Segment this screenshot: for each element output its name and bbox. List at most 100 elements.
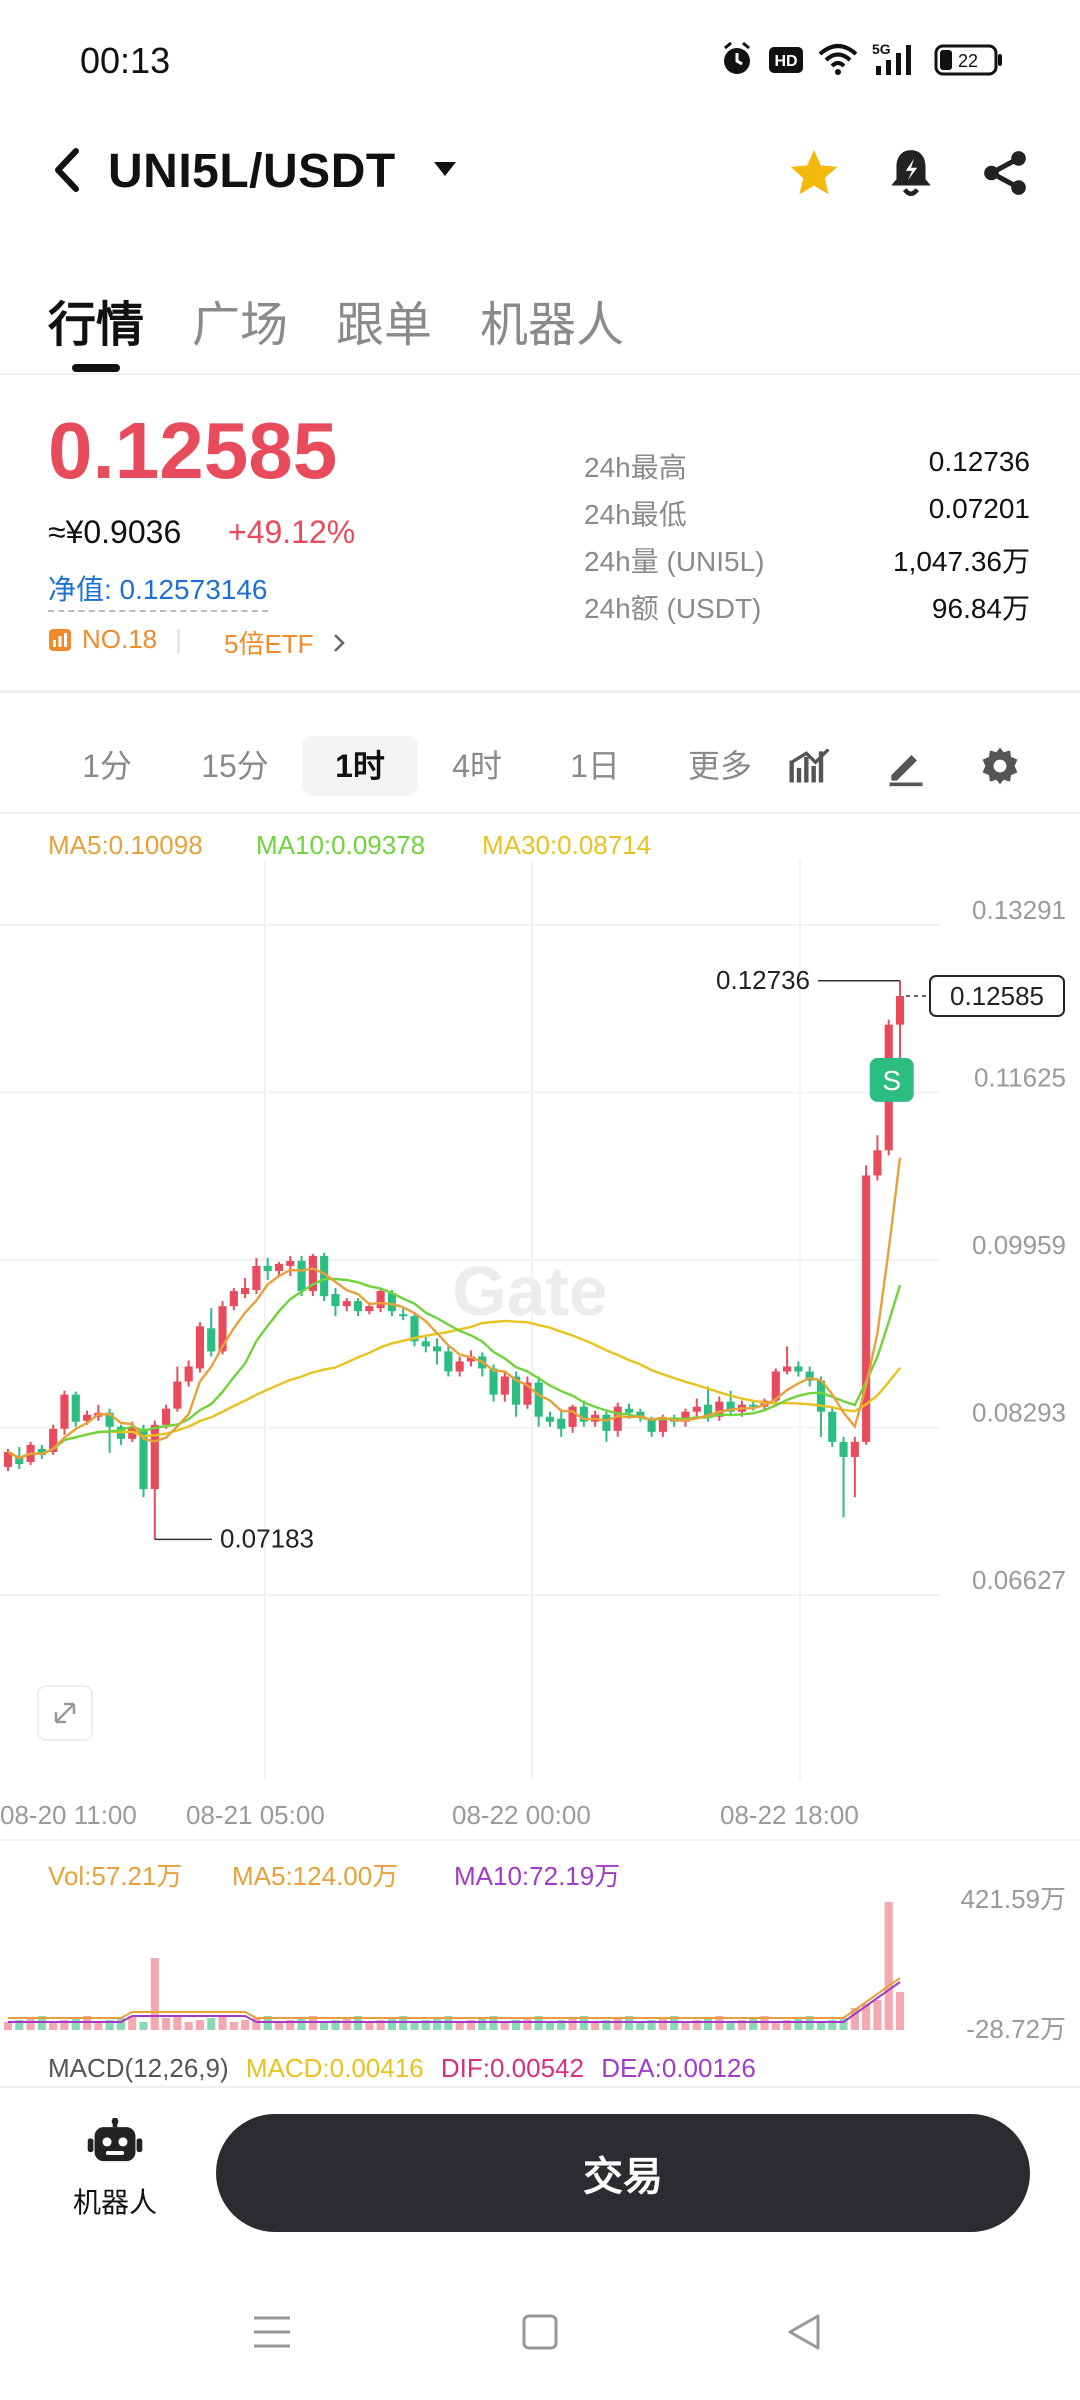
candle-body [331, 1294, 340, 1307]
volume-bar [613, 2018, 622, 2030]
ma30-legend: MA30:0.08714 [482, 830, 652, 860]
volume-bar [658, 2018, 667, 2030]
interval-4h[interactable]: 4时 [452, 748, 502, 784]
candle-body [82, 1414, 92, 1421]
interval-15m[interactable]: 15分 [201, 748, 269, 784]
volume-bar [376, 2020, 385, 2030]
tab-copy-trading[interactable]: 跟单 [336, 299, 433, 352]
candles-layer [3, 980, 905, 1540]
price-alert-bell-icon[interactable] [886, 146, 936, 200]
volume-bar [139, 2022, 148, 2030]
candle-body [602, 1414, 611, 1431]
last-price-axis-label: 0.12585 [950, 981, 1044, 1011]
time-tick-label: 08-22 18:00 [720, 1800, 859, 1830]
volume-bar [184, 2022, 193, 2030]
volume-bar [3, 2022, 13, 2030]
macd-title: MACD(12,26,9) [48, 2053, 229, 2083]
tab-bots[interactable]: 机器人 [480, 299, 625, 352]
volume-bar [252, 2018, 261, 2030]
interval-more[interactable]: 更多 [687, 748, 752, 784]
trade-button[interactable]: 交易 [216, 2114, 1030, 2232]
back-nav-icon[interactable] [784, 2310, 824, 2354]
pair-dropdown-icon[interactable] [432, 160, 458, 178]
volume-bar [297, 2018, 306, 2030]
time-axis: 08-20 11:00 08-21 05:00 08-22 00:00 08-22 1… [0, 1800, 859, 1830]
ma5-legend: MA5:0.10098 [48, 830, 203, 860]
rank-label: NO.18 [82, 624, 158, 654]
volume-bar [331, 2020, 340, 2030]
interval-1m[interactable]: 1分 [82, 748, 132, 784]
divider [0, 373, 1080, 375]
candle-body [150, 1424, 159, 1490]
favorite-star-icon[interactable] [786, 146, 842, 200]
volume-bar [771, 2022, 780, 2030]
volume-bar [545, 2022, 555, 2030]
candle-body [828, 1411, 837, 1442]
candle-body [658, 1419, 667, 1432]
volume-bar [342, 2018, 351, 2030]
back-arrow-icon[interactable] [48, 145, 88, 195]
volume-bar [816, 2022, 826, 2030]
candle-body [512, 1376, 521, 1405]
candle-body [850, 1441, 859, 1457]
settings-gear-icon[interactable] [978, 744, 1022, 788]
candle-body [805, 1371, 814, 1381]
candle-body [173, 1381, 182, 1409]
expand-chart-icon[interactable] [37, 1685, 93, 1741]
volume-bar [862, 2004, 871, 2030]
volume-bar [365, 2022, 374, 2030]
candle-body [636, 1411, 645, 1417]
interval-1d[interactable]: 1日 [570, 748, 620, 784]
volume-ma5-line [8, 1977, 901, 2019]
volume-axis-bottom: -28.72万 [966, 2014, 1066, 2044]
tab-square[interactable]: 广场 [192, 299, 289, 352]
share-icon[interactable] [980, 146, 1030, 200]
volume-bar [828, 2020, 837, 2030]
pair-title[interactable]: UNI5L/USDT [108, 145, 396, 198]
home-nav-icon[interactable] [520, 2310, 560, 2354]
vol-legend: Vol:57.21万 [48, 1861, 183, 1891]
candle-body [715, 1401, 724, 1417]
badge-separator: | [175, 624, 182, 654]
sell-signal-marker [869, 1057, 914, 1102]
volume-bar [150, 1958, 159, 2030]
volume-bar [500, 2022, 509, 2030]
volume-bar [15, 2020, 24, 2030]
stat-value-high: 0.12736 [928, 446, 1030, 477]
candle-body [410, 1316, 419, 1342]
net-asset-value[interactable]: 净值: 0.12573146 [48, 568, 268, 612]
robot-nav-button[interactable]: 机器人 [60, 2118, 170, 2221]
volume-bar [455, 2022, 464, 2030]
ma30-line [7, 1319, 901, 1460]
etf-label: 5倍ETF [224, 629, 314, 659]
candle-body [308, 1255, 317, 1292]
candle-body [421, 1341, 430, 1347]
candle-body [873, 1150, 882, 1176]
kline-chart[interactable]: Gate 0.13291 0.11625 0.09959 0.08293 0.06627… [0, 860, 1080, 2045]
etf-badge[interactable]: 5倍ETF [224, 624, 346, 661]
candle-body [139, 1428, 148, 1490]
candle-body [466, 1356, 476, 1362]
candle-body [557, 1418, 566, 1429]
tab-market[interactable]: 行情 [48, 299, 145, 352]
svg-text:5G: 5G [872, 41, 891, 57]
menu-nav-icon[interactable] [252, 2310, 292, 2354]
candle-body [647, 1418, 656, 1432]
volume-bar [839, 2018, 848, 2030]
interval-1h[interactable]: 1时 [302, 736, 418, 796]
alarm-icon [724, 41, 750, 74]
svg-text:22: 22 [958, 51, 978, 71]
rank-badge[interactable]: NO.18 | [48, 624, 182, 655]
candle-body [444, 1351, 453, 1372]
candle-body [15, 1456, 24, 1464]
candle-body [624, 1408, 634, 1413]
candle-body [353, 1301, 363, 1312]
draw-tool-icon[interactable] [884, 744, 928, 788]
ma5-line [7, 1157, 902, 1460]
active-tab-indicator [72, 364, 120, 372]
indicator-icon[interactable] [788, 744, 832, 788]
battery-icon: 22 [934, 44, 1002, 76]
candle-body [252, 1265, 261, 1291]
dea-value: DEA:0.00126 [601, 2053, 756, 2083]
volume-bar [737, 2020, 746, 2030]
